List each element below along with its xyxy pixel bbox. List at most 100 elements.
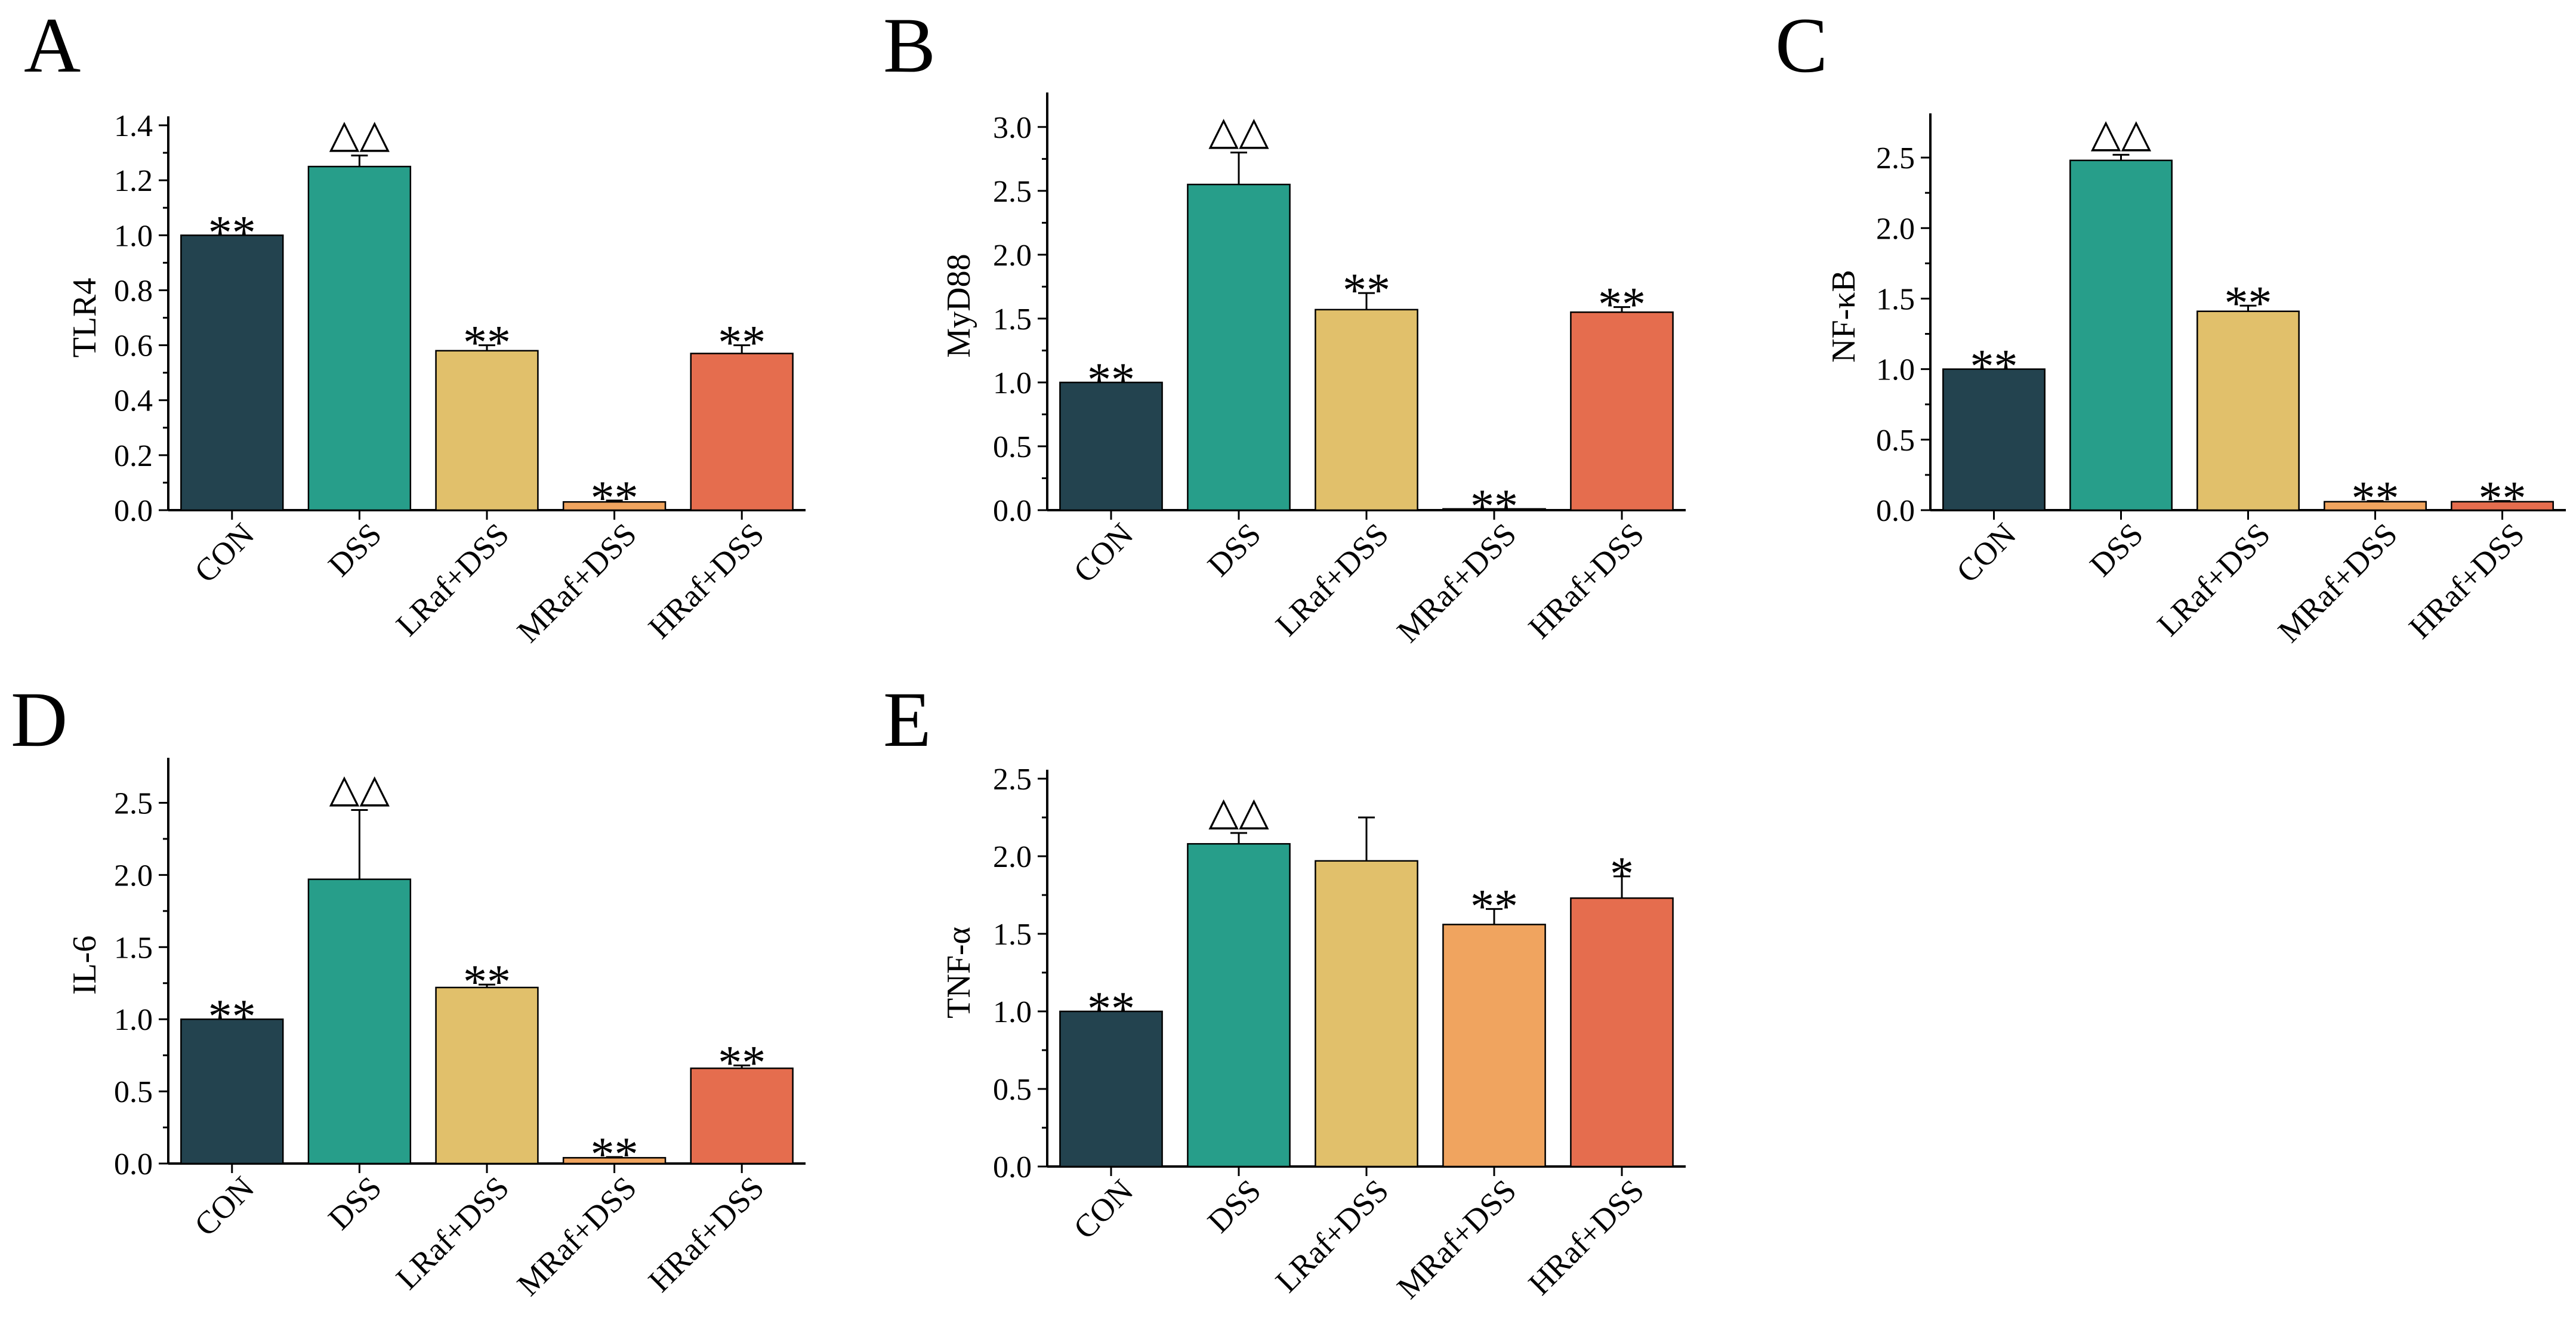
- significance-marker: △△: [2091, 112, 2152, 155]
- x-tick-label: CON: [187, 516, 261, 590]
- x-tick-label: HRaf+DSS: [1522, 1172, 1651, 1302]
- y-tick-label: 1.2: [114, 164, 153, 198]
- x-tick-label: CON: [187, 1169, 261, 1243]
- significance-marker: **: [1470, 480, 1518, 533]
- y-axis-title: TLR4: [66, 278, 103, 358]
- y-tick-label: 0.0: [993, 494, 1032, 528]
- bar-DSS: [307, 878, 412, 1165]
- x-tick-label: HRaf+DSS: [1522, 516, 1651, 646]
- y-tick-label: 1.5: [993, 918, 1032, 952]
- significance-marker: *: [1610, 848, 1634, 900]
- bar-MRaf+DSS: [1442, 924, 1546, 1168]
- y-tick-label: 2.0: [1876, 212, 1915, 246]
- y-tick-label: 2.0: [993, 840, 1032, 874]
- x-tick-label: LRaf+DSS: [1269, 1172, 1395, 1299]
- y-tick-label: 1.5: [1876, 282, 1915, 316]
- y-tick-label: 0.5: [114, 1075, 153, 1109]
- y-tick-label: 2.0: [114, 859, 153, 893]
- y-tick-label: 1.5: [114, 931, 153, 965]
- y-tick-label: 0.0: [114, 494, 153, 528]
- panel-letter: C: [1775, 1, 1828, 89]
- x-tick-label: CON: [1066, 516, 1140, 590]
- bar-CON: [180, 234, 284, 511]
- bar-DSS: [307, 165, 412, 511]
- panel-D: D 0.0 0.5 1.0 1.5 2.0 2.5 IL-6 ** CON △△ DSS ** LRaf+…: [11, 675, 806, 1303]
- x-tick-label: MRaf+DSS: [2271, 516, 2404, 649]
- bar-CON: [1942, 368, 2046, 511]
- bar-CON: [1059, 381, 1163, 511]
- bar-LRaf+DSS: [435, 350, 539, 511]
- bar-HRaf+DSS: [1570, 311, 1674, 511]
- y-tick-label: 0.5: [993, 1073, 1032, 1107]
- y-tick-label: 2.5: [993, 175, 1032, 209]
- panel-A: A 0.0 0.2 0.4 0.6 0.8 1.0 1.2 1.4 TLR4 ** CON △△ DSS *…: [24, 1, 806, 649]
- significance-marker: **: [718, 1037, 766, 1090]
- panel-letter: D: [11, 675, 67, 763]
- x-tick-label: DSS: [2083, 516, 2150, 583]
- x-tick-label: DSS: [321, 1169, 388, 1236]
- x-tick-label: LRaf+DSS: [2151, 516, 2277, 643]
- bar-LRaf+DSS: [1315, 308, 1418, 511]
- y-tick-label: 1.0: [993, 366, 1032, 400]
- significance-marker: **: [1598, 279, 1646, 331]
- x-tick-label: MRaf+DSS: [1390, 516, 1523, 649]
- significance-marker: **: [1087, 354, 1135, 406]
- x-tick-label: CON: [1949, 516, 2023, 590]
- x-tick-label: MRaf+DSS: [510, 516, 643, 649]
- x-tick-label: LRaf+DSS: [389, 516, 516, 643]
- y-tick-label: 1.0: [1876, 353, 1915, 387]
- significance-marker: △△: [329, 767, 390, 811]
- x-tick-label: MRaf+DSS: [510, 1169, 643, 1303]
- significance-marker: **: [208, 206, 256, 259]
- significance-marker: **: [208, 990, 256, 1043]
- y-tick-label: 1.0: [114, 1003, 153, 1037]
- panel-E: E 0.0 0.5 1.0 1.5 2.0 2.5 TNF-α ** CON △△ DSS LRaf+D…: [883, 675, 1686, 1306]
- bar-LRaf+DSS: [2196, 310, 2300, 511]
- y-axis-title: NF-κB: [1825, 270, 1862, 363]
- panel-letter: E: [883, 675, 931, 763]
- y-axis-title: IL-6: [66, 936, 103, 995]
- significance-marker: **: [463, 317, 511, 369]
- y-tick-label: 2.0: [993, 239, 1032, 273]
- x-tick-label: LRaf+DSS: [1269, 516, 1395, 643]
- bar-DSS: [1187, 843, 1291, 1168]
- bar-CON: [180, 1018, 284, 1165]
- bar-DSS: [2069, 159, 2173, 511]
- x-tick-label: LRaf+DSS: [389, 1169, 516, 1296]
- significance-marker: △△: [1208, 790, 1269, 834]
- bar-HRaf+DSS: [690, 353, 794, 511]
- y-tick-label: 1.0: [993, 995, 1032, 1029]
- y-tick-label: 0.0: [993, 1150, 1032, 1184]
- bar-HRaf+DSS: [690, 1067, 794, 1165]
- y-tick-label: 0.5: [993, 430, 1032, 464]
- significance-marker: △△: [329, 113, 390, 156]
- x-tick-label: DSS: [1201, 1172, 1267, 1239]
- y-tick-label: 0.6: [114, 329, 153, 363]
- y-tick-label: 2.5: [993, 763, 1032, 797]
- y-axis-title: MyD88: [940, 254, 977, 357]
- y-tick-label: 1.5: [993, 303, 1032, 337]
- panel-letter: A: [24, 1, 81, 89]
- y-tick-label: 2.5: [1876, 141, 1915, 175]
- y-tick-label: 1.4: [114, 109, 153, 143]
- y-tick-label: 0.0: [114, 1147, 153, 1181]
- y-tick-label: 0.2: [114, 439, 153, 473]
- panel-B: B 0.0 0.5 1.0 1.5 2.0 2.5 3.0 MyD88 ** CON △△ DSS ** L…: [883, 1, 1686, 649]
- y-tick-label: 1.0: [114, 219, 153, 253]
- y-tick-label: 0.8: [114, 274, 153, 308]
- significance-marker: **: [2225, 277, 2272, 329]
- x-tick-label: HRaf+DSS: [641, 516, 771, 646]
- bar-DSS: [1187, 183, 1291, 511]
- x-tick-label: DSS: [321, 516, 388, 583]
- bar-HRaf+DSS: [1570, 897, 1674, 1168]
- bar-LRaf+DSS: [1315, 860, 1418, 1168]
- y-tick-label: 2.5: [114, 786, 153, 820]
- bar-CON: [1059, 1010, 1163, 1168]
- y-tick-label: 0.5: [1876, 424, 1915, 458]
- x-tick-label: MRaf+DSS: [1390, 1172, 1523, 1306]
- significance-marker: **: [718, 317, 766, 369]
- panel-C: C 0.0 0.5 1.0 1.5 2.0 2.5 NF-κB ** CON △△ DSS ** LRaf…: [1775, 1, 2566, 649]
- x-tick-label: CON: [1066, 1172, 1140, 1246]
- x-tick-label: HRaf+DSS: [641, 1169, 771, 1299]
